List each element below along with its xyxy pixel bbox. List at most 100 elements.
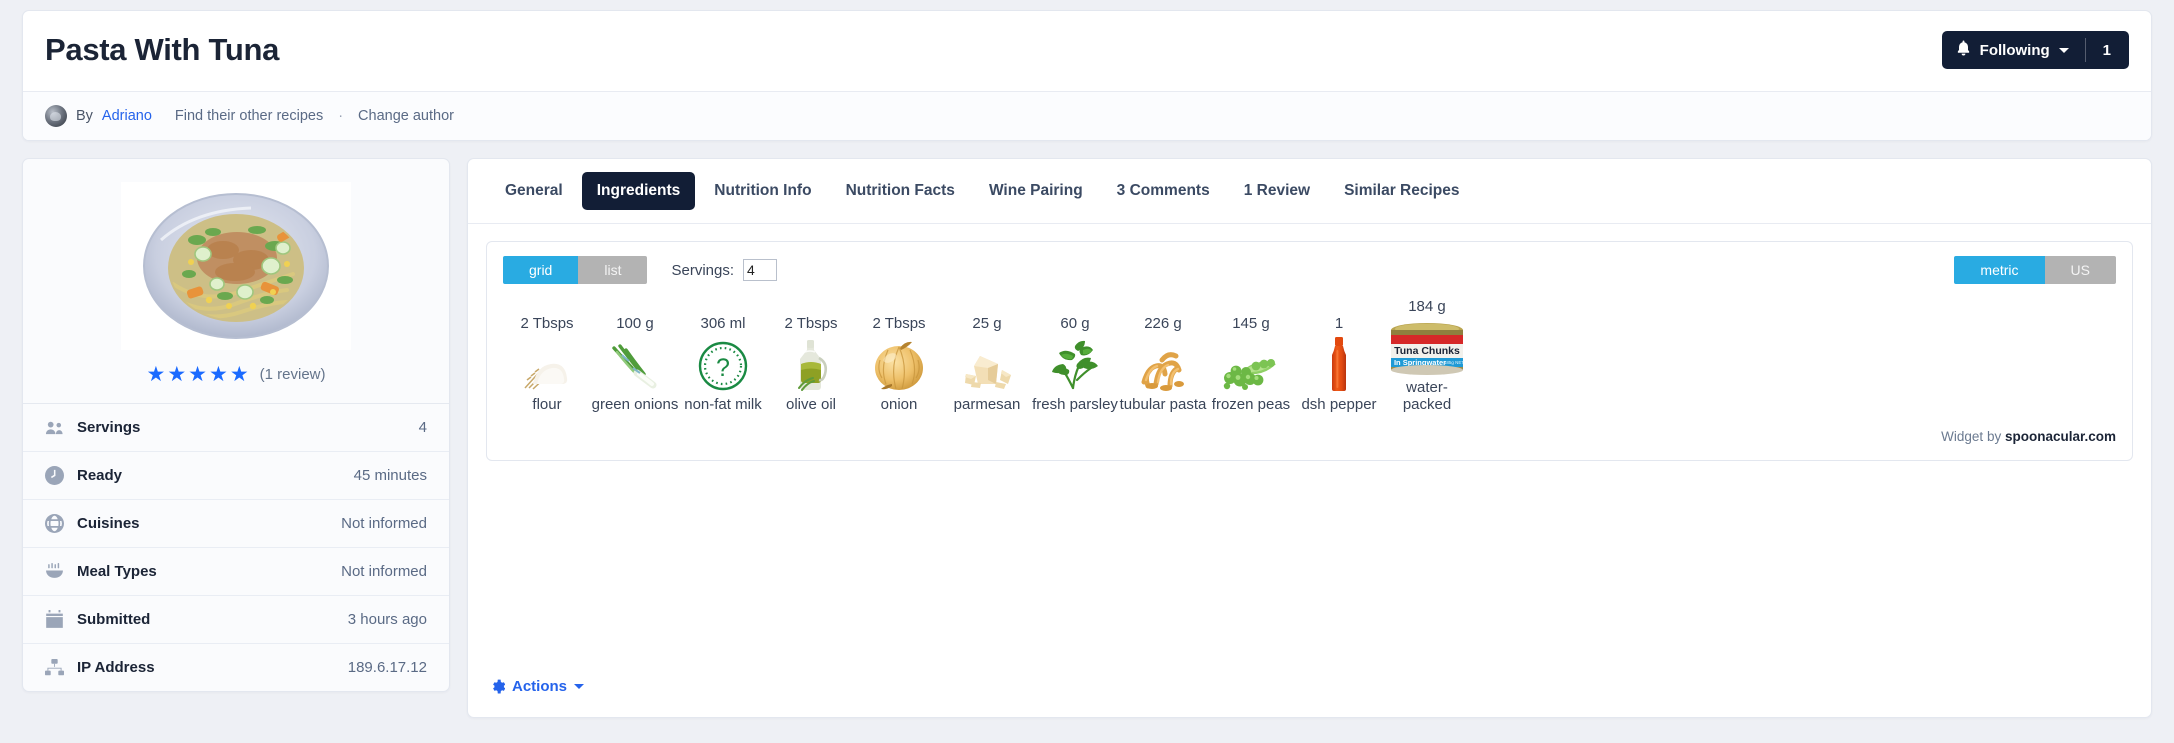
actions-bar: Actions: [468, 658, 2151, 717]
olive-oil-icon: [789, 336, 833, 392]
unit-toggle-metric[interactable]: metric: [1954, 256, 2045, 284]
separator-dot: ·: [338, 108, 344, 124]
view-toggle[interactable]: grid list: [503, 256, 648, 284]
recipe-photo-container: [23, 159, 449, 350]
info-value: 189.6.17.12: [347, 659, 427, 676]
tab-wine-pairing[interactable]: Wine Pairing: [988, 182, 1083, 199]
tab-nutrition-info[interactable]: Nutrition Info: [714, 182, 812, 199]
change-author-link[interactable]: Change author: [358, 108, 454, 124]
info-label: Cuisines: [77, 515, 140, 532]
ingredients-grid: 2 Tbsps: [503, 284, 2116, 415]
ingredient-name: tubular pasta: [1119, 396, 1207, 413]
info-row-submitted: Submitted 3 hours ago: [23, 596, 449, 644]
find-other-recipes-link[interactable]: Find their other recipes: [174, 108, 324, 124]
ingredient-item[interactable]: 306 ml ? non-fat milk: [679, 315, 767, 413]
ingredient-name: flour: [532, 396, 562, 413]
clock-icon: [45, 466, 64, 485]
recipe-sidebar: ★ ★ ★ ★ ★ (1 review) Servings 4: [22, 158, 450, 692]
chevron-down-icon: [2058, 47, 2069, 53]
info-value: 3 hours ago: [347, 611, 427, 628]
info-value: Not informed: [341, 563, 427, 580]
info-value: Not informed: [341, 515, 427, 532]
star-icon: ★: [208, 363, 228, 386]
ingredient-amount: 226 g: [1144, 315, 1182, 332]
tab-general[interactable]: General: [505, 182, 563, 199]
info-label: Submitted: [77, 611, 151, 628]
following-button[interactable]: Following: [1941, 31, 2085, 69]
svg-text:?: ?: [716, 354, 730, 382]
view-toggle-grid[interactable]: grid: [503, 256, 579, 284]
ingredient-item[interactable]: 60 g: [1031, 315, 1119, 413]
ingredient-item[interactable]: 1: [1295, 315, 1383, 413]
ingredient-amount: 306 ml: [700, 315, 746, 332]
actions-dropdown[interactable]: Actions: [490, 678, 585, 695]
tab-similar-recipes[interactable]: Similar Recipes: [1344, 182, 1460, 199]
unit-toggle-us[interactable]: US: [2044, 256, 2116, 284]
star-icon: ★: [167, 363, 187, 386]
widget-credit: Widget by spoonacular.com: [503, 415, 2116, 444]
ingredient-item[interactable]: 226 g: [1119, 315, 1207, 413]
rating-row: ★ ★ ★ ★ ★ (1 review): [23, 350, 449, 403]
bell-icon: [1956, 40, 1971, 60]
star-icon: ★: [188, 363, 207, 386]
author-bar: By Adriano Find their other recipes · Ch…: [23, 91, 2151, 140]
ingredient-item[interactable]: 2 Tbsps: [767, 315, 855, 413]
ingredient-name: onion: [880, 396, 918, 413]
following-button-group[interactable]: Following 1: [1941, 31, 2129, 69]
following-label: Following: [1979, 41, 2050, 59]
widget-credit-link[interactable]: spoonacular.com: [2004, 429, 2116, 444]
tab-bar: General Ingredients Nutrition Info Nutri…: [468, 159, 2151, 224]
actions-label: Actions: [512, 678, 568, 695]
tab-comments[interactable]: 3 Comments: [1116, 182, 1210, 199]
ingredient-name: non-fat milk: [684, 396, 762, 413]
gear-icon: [493, 679, 505, 694]
info-row-ready: Ready 45 minutes: [23, 452, 449, 500]
info-label: Servings: [77, 419, 141, 436]
star-icon: ★: [146, 363, 166, 386]
ingredient-name: green onions: [591, 396, 679, 413]
flour-icon: [519, 336, 575, 392]
author-name-link[interactable]: Adriano: [101, 108, 152, 124]
view-toggle-list[interactable]: list: [578, 256, 648, 284]
ingredient-name: water-packed: [1402, 379, 1452, 413]
spoonacular-widget: grid list Servings: metric US: [486, 241, 2133, 461]
ingredients-widget-container: grid list Servings: metric US: [468, 224, 2151, 461]
tab-review[interactable]: 1 Review: [1243, 182, 1311, 199]
star-rating[interactable]: ★ ★ ★ ★ ★: [147, 364, 249, 385]
servings-control: Servings:: [671, 259, 778, 281]
tuna-can-sub-text: In Springwater: [1394, 358, 1446, 367]
tuna-can-icon: Tuna Chunks In Springwater 185g NET: [1386, 319, 1468, 375]
info-row-meal-types: Meal Types Not informed: [23, 548, 449, 596]
ingredient-item[interactable]: 2 Tbsps: [855, 315, 943, 413]
unit-toggle[interactable]: metric US: [1954, 256, 2116, 284]
ingredient-item[interactable]: 184 g: [1383, 298, 1471, 413]
ingredient-amount: 2 Tbsps: [872, 315, 926, 332]
by-prefix: By: [76, 108, 93, 124]
info-value: 45 minutes: [353, 467, 427, 484]
ingredient-amount: 145 g: [1232, 315, 1270, 332]
ingredient-amount: 184 g: [1408, 298, 1446, 315]
ingredient-item[interactable]: 100 g: [591, 315, 679, 413]
onion-icon: [870, 336, 928, 392]
star-icon: ★: [229, 363, 249, 386]
servings-input[interactable]: [743, 259, 778, 281]
info-row-ip-address: IP Address 189.6.17.12: [23, 644, 449, 691]
tab-ingredients[interactable]: Ingredients: [581, 172, 696, 210]
ingredient-item[interactable]: 145 g: [1207, 315, 1295, 413]
info-row-servings: Servings 4: [23, 404, 449, 452]
people-icon: [45, 418, 64, 437]
widget-credit-prefix: Widget by: [1941, 429, 2005, 444]
ingredient-item[interactable]: 25 g: [943, 315, 1031, 413]
ingredient-item[interactable]: 2 Tbsps: [503, 315, 591, 413]
ingredient-name: olive oil: [785, 396, 837, 413]
follower-count-badge[interactable]: 1: [2084, 31, 2129, 69]
info-label: Meal Types: [77, 563, 157, 580]
svg-text:185g NET: 185g NET: [1444, 360, 1465, 365]
info-value: 4: [418, 419, 427, 436]
unknown-question-icon: ?: [697, 336, 749, 392]
tab-nutrition-facts[interactable]: Nutrition Facts: [845, 182, 955, 199]
info-label: Ready: [77, 467, 123, 484]
info-label: IP Address: [77, 659, 155, 676]
ingredient-name: fresh parsley: [1032, 396, 1118, 413]
globe-icon: [45, 514, 64, 533]
